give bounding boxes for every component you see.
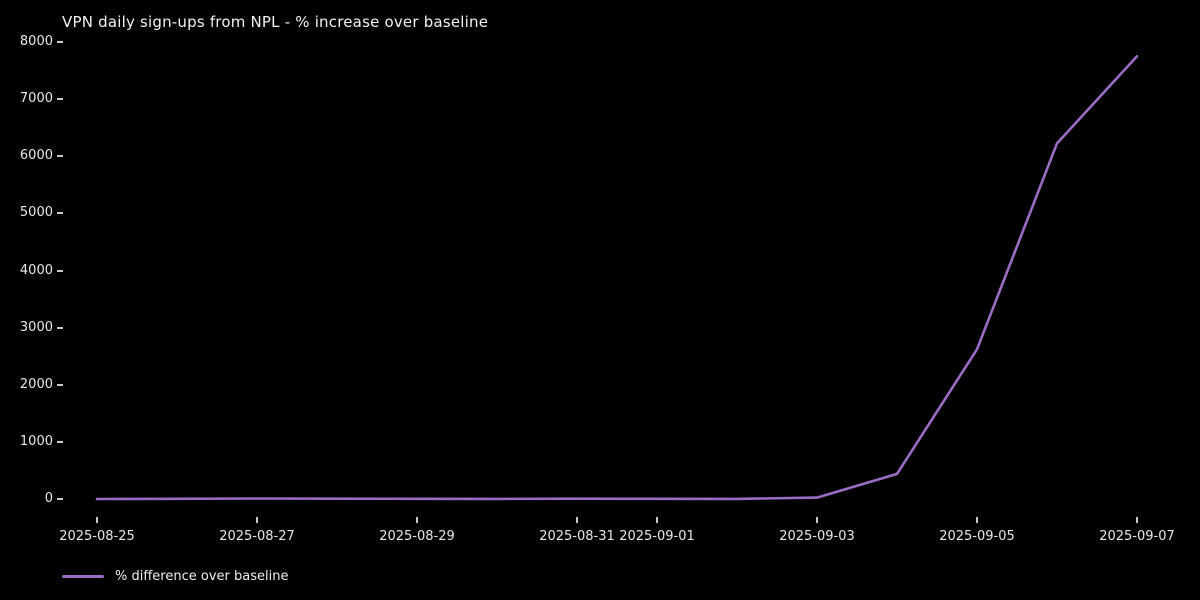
x-tick-mark — [1136, 517, 1138, 523]
y-tick-mark — [57, 41, 63, 43]
x-tick-mark — [976, 517, 978, 523]
y-tick-mark — [57, 269, 63, 272]
x-tick-mark — [416, 517, 418, 523]
y-tick-label: 6000 — [19, 148, 53, 164]
y-tick-label: 4000 — [19, 262, 53, 278]
y-tick-label: 2000 — [19, 376, 53, 392]
y-tick-label: 8000 — [19, 34, 53, 49]
y-tick-label: 5000 — [19, 205, 53, 221]
y-tick-mark — [57, 155, 63, 158]
y-tick-label: 7000 — [19, 91, 53, 107]
x-tick-mark — [656, 517, 658, 523]
x-tick-label: 2025-08-31 — [539, 529, 615, 544]
chart-title: VPN daily sign-ups from NPL - % increase… — [62, 13, 489, 31]
y-tick-label: 3000 — [19, 319, 53, 335]
y-tick-mark — [57, 440, 63, 443]
legend-line-swatch-icon — [62, 574, 104, 578]
y-tick-mark — [57, 212, 63, 215]
legend-label: % difference over baseline — [115, 568, 289, 584]
x-tick-label: 2025-09-05 — [939, 529, 1015, 544]
y-tick-mark — [57, 98, 63, 101]
x-tick-mark — [816, 517, 818, 523]
x-tick-mark — [256, 517, 258, 523]
y-tick-mark — [57, 498, 63, 500]
x-tick-label: 2025-08-29 — [379, 529, 455, 544]
x-tick-label: 2025-09-03 — [779, 529, 855, 544]
y-tick-mark — [57, 326, 63, 329]
legend: % difference over baseline — [62, 566, 288, 586]
y-tick-mark — [57, 383, 63, 386]
x-tick-label: 2025-09-01 — [619, 529, 695, 544]
x-tick-label: 2025-08-27 — [219, 529, 295, 544]
series-line-percent-difference — [95, 54, 1139, 501]
x-tick-label: 2025-08-25 — [59, 529, 135, 544]
x-tick-mark — [96, 517, 98, 523]
y-tick-label: 1000 — [19, 433, 53, 449]
x-tick-label: 2025-09-07 — [1099, 529, 1175, 544]
x-tick-mark — [576, 517, 578, 523]
y-tick-label: 0 — [44, 491, 53, 506]
